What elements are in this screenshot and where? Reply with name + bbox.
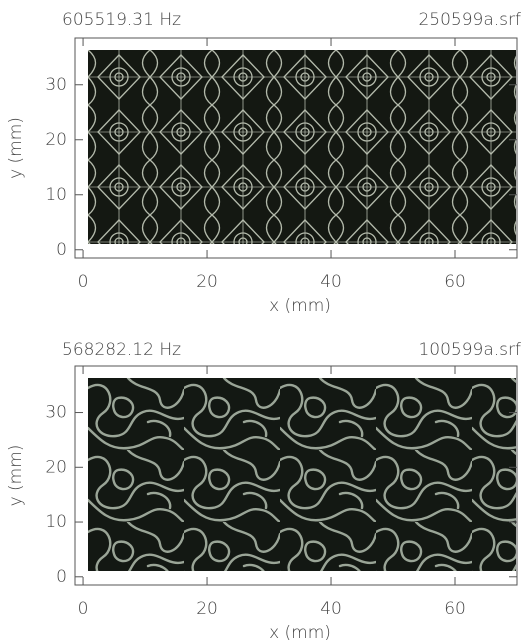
plot-frame (74, 365, 518, 586)
x-tick-label: 40 (320, 599, 342, 619)
y-axis-label: y (mm) (6, 445, 26, 507)
panel-title: 568282.12 Hz (62, 340, 181, 360)
x-tick-label: 40 (320, 272, 342, 292)
x-tick-label: 60 (444, 599, 466, 619)
y-tick-label: 20 (45, 457, 67, 477)
y-tick-label: 0 (56, 240, 67, 260)
panel-filename: 250599a.srf (418, 10, 521, 30)
y-tick-label: 10 (45, 512, 67, 532)
y-tick-label: 10 (45, 185, 67, 205)
x-axis-label: x (mm) (269, 296, 331, 316)
x-tick-label: 0 (78, 599, 89, 619)
y-axis-label: y (mm) (6, 117, 26, 179)
x-axis-label: x (mm) (269, 623, 331, 641)
panel-title: 605519.31 Hz (62, 10, 181, 30)
y-tick-label: 20 (45, 130, 67, 150)
y-tick-label: 30 (45, 75, 67, 95)
panel-filename: 100599a.srf (418, 340, 521, 360)
y-tick-label: 0 (56, 567, 67, 587)
plot-frame (74, 37, 518, 259)
measurement-image (88, 50, 516, 244)
x-tick-label: 20 (196, 599, 218, 619)
measurement-image (88, 378, 516, 571)
x-tick-label: 0 (78, 272, 89, 292)
x-tick-label: 60 (444, 272, 466, 292)
y-tick-label: 30 (45, 403, 67, 423)
x-tick-label: 20 (196, 272, 218, 292)
